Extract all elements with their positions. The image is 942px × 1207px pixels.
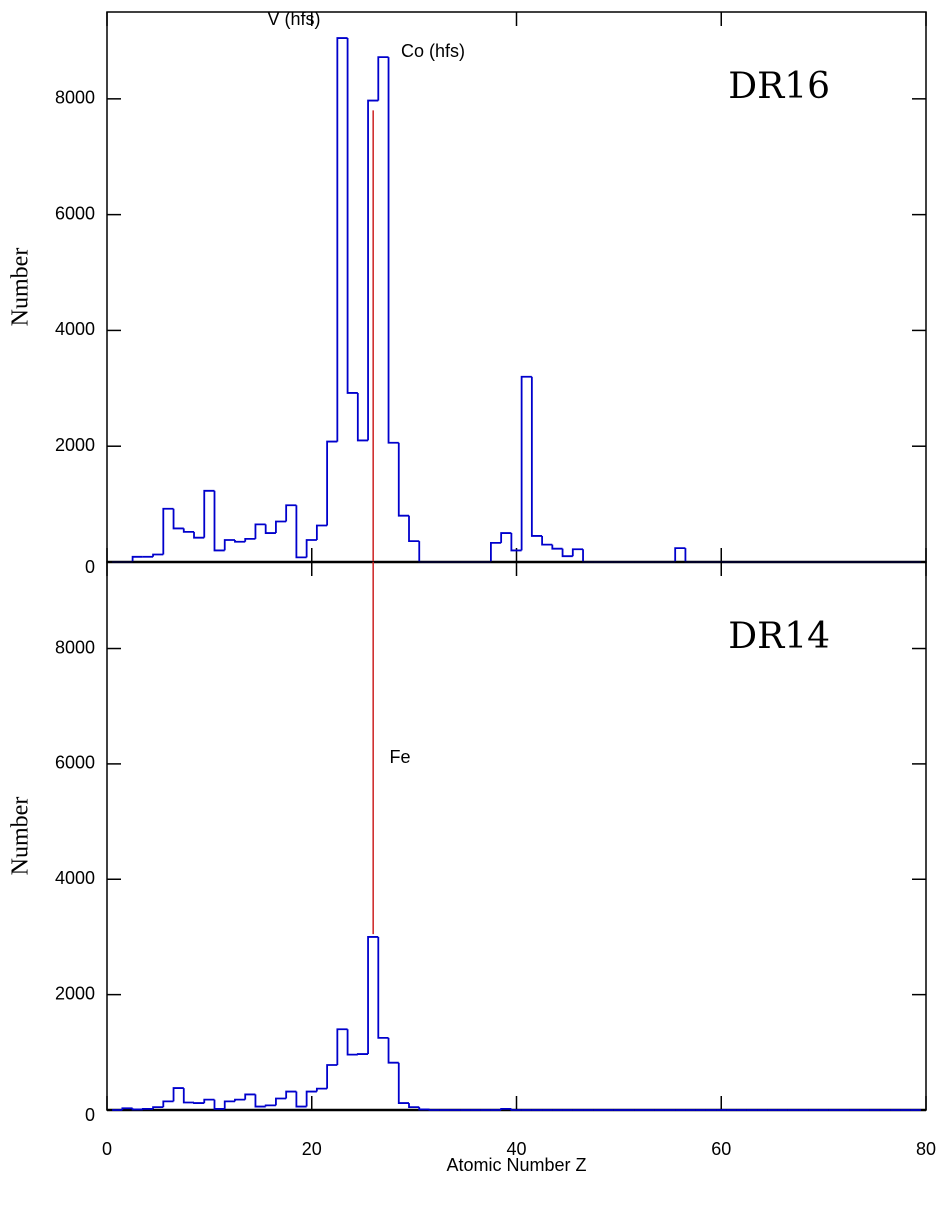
histogram-bin (510, 1108, 522, 1111)
histogram-bin (571, 548, 584, 557)
histogram-bin (336, 1028, 348, 1066)
x-tick-label: 80 (916, 1139, 936, 1159)
histogram-bin (315, 524, 328, 540)
histogram-bin (377, 936, 389, 1039)
y-tick-label: 0 (85, 557, 95, 577)
x-tick-label: 40 (506, 1139, 526, 1159)
histogram-bin (408, 515, 420, 543)
histogram-bin (346, 38, 358, 394)
histogram-bin (244, 1093, 256, 1100)
histogram-bin (254, 523, 266, 539)
histogram-bin (305, 539, 317, 558)
histogram-bin (275, 520, 287, 534)
histogram-bin (408, 1103, 420, 1109)
histogram-bin (356, 1053, 369, 1055)
y-tick-label: 4000 (55, 319, 95, 339)
y-axis-title: Number (8, 248, 34, 327)
histogram-bin (346, 1029, 358, 1056)
histogram-bin (275, 1097, 287, 1106)
histogram-bin (264, 524, 276, 534)
histogram-bin (193, 1102, 205, 1104)
histogram-bin (193, 531, 205, 539)
annotation: Co (hfs) (401, 41, 465, 61)
y-tick-label: 6000 (55, 203, 95, 223)
panel-label: DR16 (728, 66, 830, 107)
histogram-bin (203, 1098, 215, 1104)
y-tick-label: 6000 (55, 753, 95, 773)
annotation: Fe (389, 747, 410, 767)
histogram-bin (182, 1088, 195, 1104)
histogram-bin (254, 1094, 266, 1108)
histogram-bin (500, 532, 512, 543)
histogram-bin (510, 533, 522, 552)
histogram-bin (326, 1064, 338, 1089)
y-tick-label: 8000 (55, 88, 95, 108)
histogram-bin (582, 549, 594, 563)
x-tick-label: 20 (302, 1139, 322, 1159)
histogram-bin (244, 537, 256, 542)
histogram-bin (203, 489, 215, 538)
histogram-bin (520, 375, 532, 551)
histogram-bin (428, 1109, 440, 1111)
histogram-bin (674, 547, 686, 562)
histogram-bin (152, 553, 164, 557)
histogram-bin (131, 1108, 143, 1111)
histogram-bin (305, 1090, 317, 1107)
histogram-bin (213, 490, 225, 552)
histogram-bin (213, 1099, 225, 1110)
histogram-bin (387, 1037, 399, 1064)
histogram-bin (530, 376, 543, 537)
histogram-bin (285, 1090, 297, 1099)
histogram-bin (418, 1107, 430, 1111)
histogram-bin (172, 1087, 184, 1102)
histogram-bin (182, 528, 195, 533)
histogram-bin (397, 1062, 410, 1104)
x-axis-title: Atomic Number Z (446, 1155, 586, 1175)
histogram-bin (131, 555, 143, 562)
histogram-bin (162, 1100, 174, 1108)
histogram-bin (356, 392, 369, 442)
y-axis-title: Number (8, 797, 34, 876)
histogram-bin (377, 56, 389, 101)
x-tick-label: 60 (711, 1139, 731, 1159)
histogram-bin (152, 1106, 164, 1109)
histogram-bin (264, 1104, 276, 1107)
histogram-bin (561, 548, 573, 558)
histogram-bin (367, 99, 379, 441)
histogram-bin (223, 539, 235, 551)
histogram-bin (141, 1107, 154, 1110)
histogram-bin (336, 37, 348, 442)
histogram-bin (418, 541, 430, 563)
histogram-bin (500, 1107, 512, 1110)
histogram-bin (397, 442, 410, 517)
panel-label: DR14 (728, 616, 830, 657)
histogram-bin (315, 1087, 328, 1092)
y-tick-label: 8000 (55, 637, 95, 657)
histogram-bin (367, 936, 379, 1055)
y-tick-label: 2000 (55, 983, 95, 1003)
annotation: V (hfs) (267, 9, 320, 29)
histogram-bin (490, 541, 502, 562)
histogram-bin (295, 1091, 307, 1108)
histogram-bin (223, 1100, 235, 1109)
y-tick-label: 4000 (55, 868, 95, 888)
histogram-bin (234, 540, 246, 543)
x-tick-label: 0 (102, 1139, 112, 1159)
histogram-bin (121, 1107, 133, 1110)
histogram-bin (172, 508, 184, 530)
y-tick-label: 2000 (55, 435, 95, 455)
histogram-bin (551, 544, 563, 550)
histogram-bin (387, 57, 399, 444)
histogram-bin (285, 504, 297, 522)
histogram-bin (326, 440, 338, 526)
histogram-bin (162, 507, 174, 555)
histogram-bin (234, 1098, 246, 1102)
histogram-bin (295, 505, 307, 559)
histogram-bin (541, 535, 553, 546)
y-tick-label: 0 (85, 1105, 95, 1125)
histogram-bin (684, 548, 696, 563)
